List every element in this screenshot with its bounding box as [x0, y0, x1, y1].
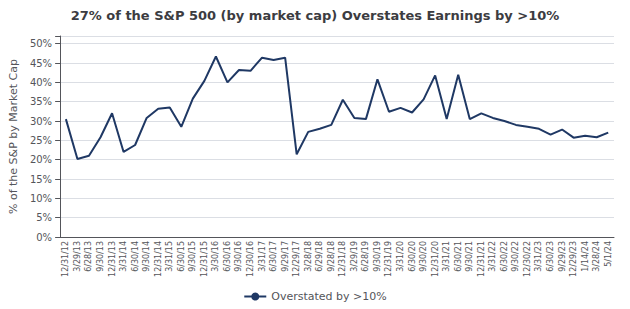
svg-text:12/30/22: 12/30/22	[523, 241, 532, 277]
svg-text:9/28/18: 9/28/18	[327, 241, 336, 272]
svg-text:30%: 30%	[30, 116, 52, 127]
svg-text:3/31/17: 3/31/17	[258, 241, 267, 272]
svg-text:3/31/21: 3/31/21	[442, 241, 451, 272]
svg-text:45%: 45%	[30, 58, 52, 69]
svg-text:9/30/19: 9/30/19	[373, 241, 382, 272]
svg-text:40%: 40%	[30, 77, 52, 88]
svg-text:6/29/18: 6/29/18	[315, 241, 324, 272]
svg-text:3/31/20: 3/31/20	[396, 241, 405, 272]
svg-text:9/29/23: 9/29/23	[558, 241, 567, 272]
svg-text:35%: 35%	[30, 96, 52, 107]
svg-text:9/30/22: 9/30/22	[511, 241, 520, 272]
svg-text:5/1/24: 5/1/24	[604, 241, 613, 267]
svg-text:6/30/17: 6/30/17	[269, 241, 278, 272]
svg-text:9/30/13: 9/30/13	[96, 241, 105, 272]
svg-text:12/29/17: 12/29/17	[292, 241, 301, 277]
svg-text:6/30/20: 6/30/20	[408, 241, 417, 272]
svg-text:1/14/24: 1/14/24	[581, 241, 590, 272]
svg-text:3/31/15: 3/31/15	[165, 241, 174, 272]
svg-text:3/31/14: 3/31/14	[119, 241, 128, 272]
svg-text:12/31/19: 12/31/19	[384, 241, 393, 277]
svg-text:9/29/17: 9/29/17	[281, 241, 290, 272]
svg-text:5%: 5%	[36, 212, 52, 223]
svg-text:15%: 15%	[30, 174, 52, 185]
svg-text:6/30/22: 6/30/22	[500, 241, 509, 272]
svg-text:3/29/13: 3/29/13	[73, 241, 82, 272]
svg-text:12/31/13: 12/31/13	[108, 241, 117, 277]
svg-text:12/31/18: 12/31/18	[338, 241, 347, 277]
svg-text:9/30/14: 9/30/14	[142, 241, 151, 272]
svg-text:6/30/16: 6/30/16	[223, 241, 232, 272]
svg-text:3/31/22: 3/31/22	[488, 241, 497, 272]
svg-text:0%: 0%	[36, 232, 52, 243]
svg-text:12/29/23: 12/29/23	[569, 241, 578, 277]
svg-text:12/31/20: 12/31/20	[431, 241, 440, 277]
svg-text:9/30/16: 9/30/16	[234, 241, 243, 272]
svg-text:10%: 10%	[30, 193, 52, 204]
svg-text:12/30/16: 12/30/16	[246, 241, 255, 277]
svg-text:9/30/21: 9/30/21	[465, 241, 474, 272]
svg-text:20%: 20%	[30, 154, 52, 165]
svg-text:6/28/13: 6/28/13	[84, 241, 93, 272]
svg-text:9/30/15: 9/30/15	[188, 241, 197, 272]
svg-text:6/28/19: 6/28/19	[361, 241, 370, 272]
svg-text:6/30/21: 6/30/21	[454, 241, 463, 272]
svg-text:9/30/20: 9/30/20	[419, 241, 428, 272]
svg-text:3/30/16: 3/30/16	[211, 241, 220, 272]
svg-text:50%: 50%	[30, 38, 52, 49]
svg-text:25%: 25%	[30, 135, 52, 146]
svg-text:3/29/19: 3/29/19	[350, 241, 359, 272]
svg-text:3/31/23: 3/31/23	[534, 241, 543, 272]
svg-text:12/31/12: 12/31/12	[61, 241, 70, 277]
svg-text:6/30/15: 6/30/15	[177, 241, 186, 272]
svg-text:6/30/23: 6/30/23	[546, 241, 555, 272]
svg-text:12/31/21: 12/31/21	[477, 241, 486, 277]
svg-text:12/31/14: 12/31/14	[154, 241, 163, 277]
svg-text:12/31/15: 12/31/15	[200, 241, 209, 277]
svg-text:Overstated by >10%: Overstated by >10%	[271, 290, 386, 303]
svg-text:% of the S&P by Market Cap: % of the S&P by Market Cap	[7, 59, 20, 214]
svg-text:3/28/24: 3/28/24	[592, 241, 601, 272]
svg-text:3/28/18: 3/28/18	[304, 241, 313, 272]
svg-text:6/30/14: 6/30/14	[131, 241, 140, 272]
svg-text:27% of the S&P 500 (by market: 27% of the S&P 500 (by market cap) Overs…	[71, 8, 560, 23]
